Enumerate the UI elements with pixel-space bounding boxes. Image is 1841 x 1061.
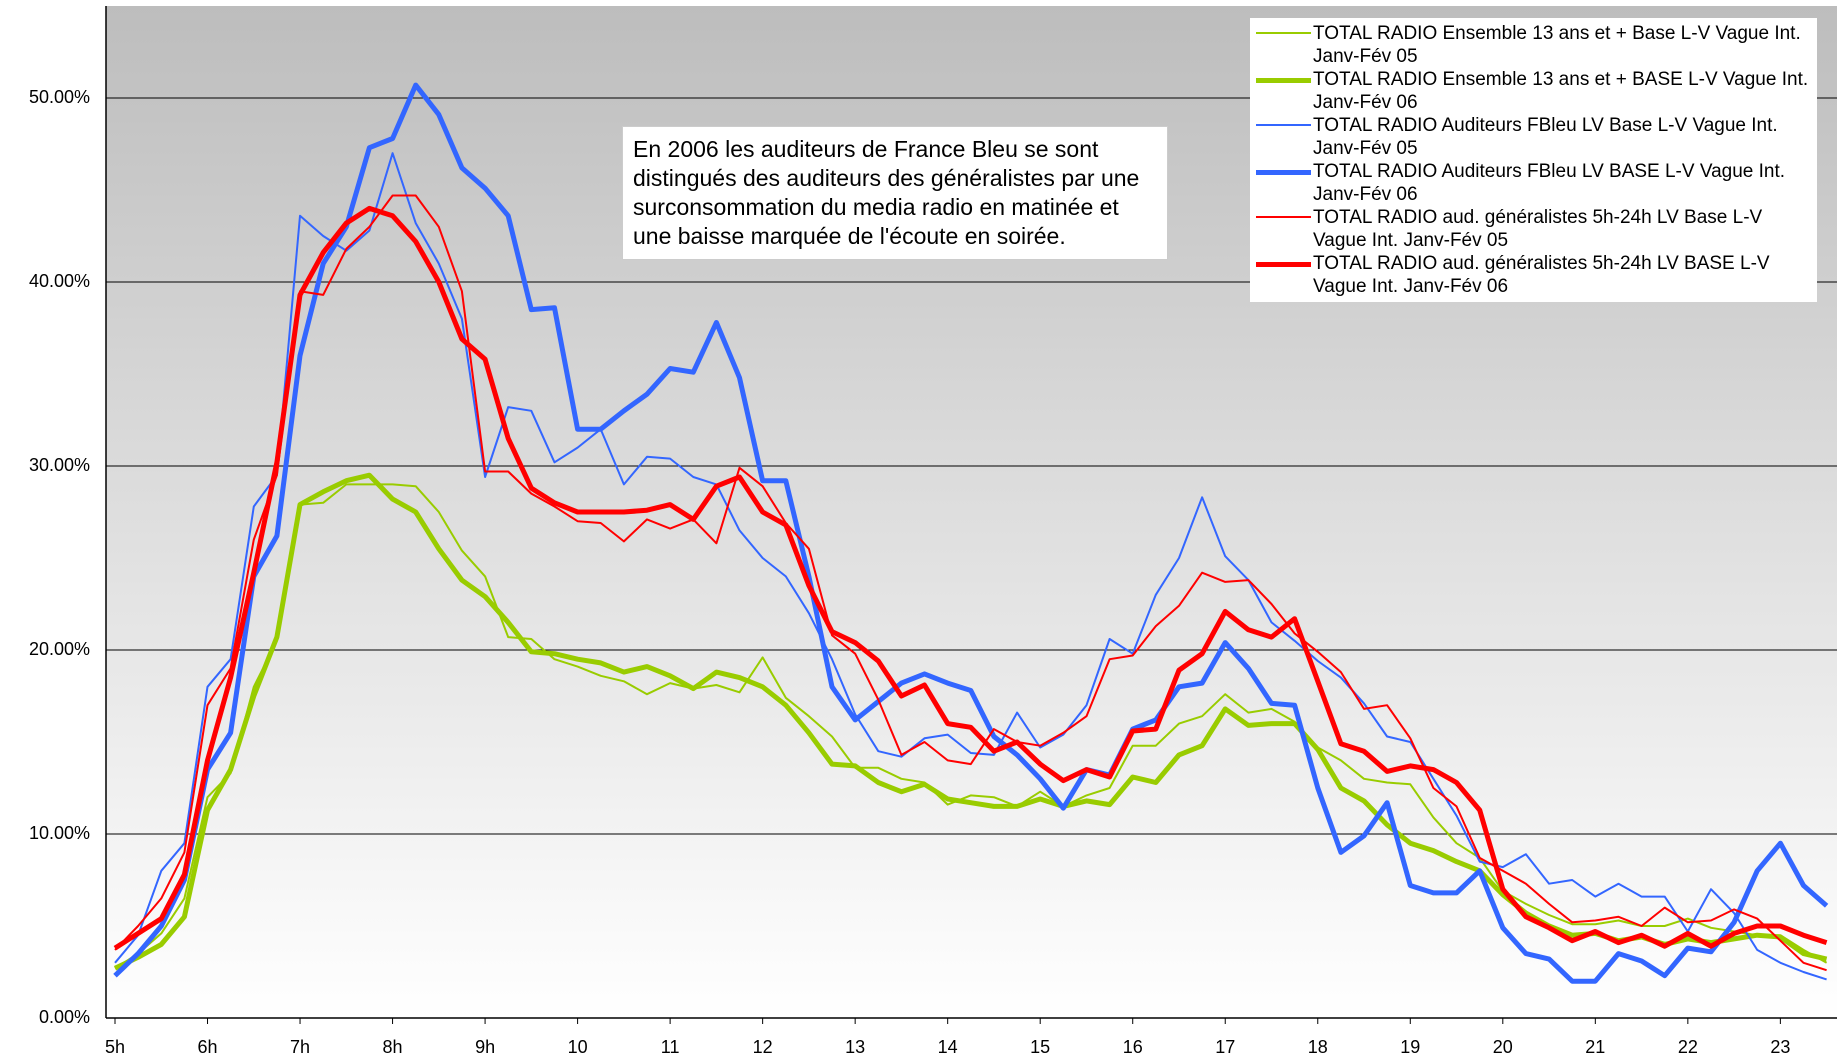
x-tick-label: 15 bbox=[1030, 1037, 1050, 1057]
series-line bbox=[114, 194, 1827, 972]
series-line bbox=[114, 483, 1828, 970]
legend-label: TOTAL RADIO Auditeurs FBleu LV Base L-V … bbox=[1313, 115, 1778, 159]
series-line bbox=[113, 82, 1829, 984]
y-tick-label: 50.00% bbox=[29, 87, 90, 107]
legend-swatch bbox=[1256, 124, 1311, 126]
x-tick-label: 9h bbox=[475, 1037, 495, 1057]
y-tick-label: 20.00% bbox=[29, 639, 90, 659]
y-tick-label: 40.00% bbox=[29, 271, 90, 291]
x-tick-label: 22 bbox=[1678, 1037, 1698, 1057]
legend-entry: TOTAL RADIO Ensemble 13 ans et + BASE L-… bbox=[1256, 68, 1811, 114]
legend-swatch bbox=[1256, 170, 1311, 175]
legend-entry: TOTAL RADIO Auditeurs FBleu LV Base L-V … bbox=[1256, 114, 1811, 160]
legend-swatch bbox=[1256, 32, 1311, 34]
x-tick-label: 8h bbox=[383, 1037, 403, 1057]
x-tick-label: 19 bbox=[1400, 1037, 1420, 1057]
legend-entry: TOTAL RADIO aud. généralistes 5h-24h LV … bbox=[1256, 252, 1811, 298]
x-tick-label: 17 bbox=[1215, 1037, 1235, 1057]
y-tick-label: 0.00% bbox=[39, 1007, 90, 1027]
x-tick-label: 18 bbox=[1308, 1037, 1328, 1057]
legend-label: TOTAL RADIO aud. généralistes 5h-24h LV … bbox=[1313, 253, 1770, 297]
x-tick-label: 12 bbox=[753, 1037, 773, 1057]
legend-label: TOTAL RADIO Auditeurs FBleu LV BASE L-V … bbox=[1313, 161, 1786, 205]
x-tick-label: 21 bbox=[1585, 1037, 1605, 1057]
legend-label: TOTAL RADIO Ensemble 13 ans et + BASE L-… bbox=[1313, 69, 1809, 113]
x-tick-label: 11 bbox=[661, 1037, 680, 1057]
legend: TOTAL RADIO Ensemble 13 ans et + Base L-… bbox=[1250, 18, 1817, 302]
legend-swatch bbox=[1256, 216, 1311, 218]
annotation: En 2006 les auditeurs de France Bleu se … bbox=[622, 126, 1168, 260]
x-tick-label: 5h bbox=[105, 1037, 125, 1057]
x-tick-label: 10 bbox=[568, 1037, 588, 1057]
x-tick-label: 14 bbox=[938, 1037, 958, 1057]
y-tick-label: 10.00% bbox=[29, 823, 90, 843]
legend-label: TOTAL RADIO Ensemble 13 ans et + Base L-… bbox=[1313, 23, 1801, 67]
x-tick-label: 20 bbox=[1493, 1037, 1513, 1057]
legend-swatch bbox=[1256, 262, 1311, 267]
series-line bbox=[113, 205, 1828, 951]
x-tick-label: 7h bbox=[290, 1037, 310, 1057]
series-line bbox=[114, 152, 1827, 981]
x-tick-label: 6h bbox=[198, 1037, 218, 1057]
x-tick-label: 23 bbox=[1770, 1037, 1790, 1057]
legend-entry: TOTAL RADIO Ensemble 13 ans et + Base L-… bbox=[1256, 22, 1811, 68]
x-tick-label: 13 bbox=[845, 1037, 865, 1057]
legend-entry: TOTAL RADIO aud. généralistes 5h-24h LV … bbox=[1256, 206, 1811, 252]
legend-swatch bbox=[1256, 78, 1311, 83]
legend-label: TOTAL RADIO aud. généralistes 5h-24h LV … bbox=[1313, 207, 1763, 251]
legend-entry: TOTAL RADIO Auditeurs FBleu LV BASE L-V … bbox=[1256, 160, 1811, 206]
x-tick-label: 16 bbox=[1123, 1037, 1143, 1057]
y-tick-label: 30.00% bbox=[29, 455, 90, 475]
